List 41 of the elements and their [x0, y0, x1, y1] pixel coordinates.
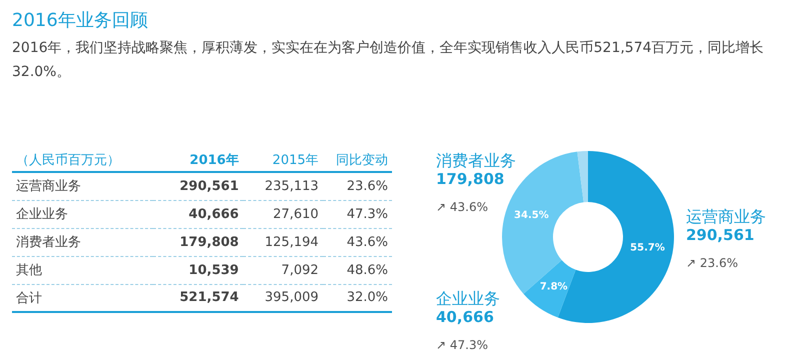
text: 合计 [15, 290, 43, 308]
text: 395,009 [264, 289, 320, 308]
text: 48.6% [346, 262, 389, 280]
donut-slice [523, 260, 576, 318]
text: 企业业务 [15, 206, 69, 224]
text: 2015年 [271, 152, 320, 170]
text: 其他 [15, 262, 43, 280]
text: 2016年业务回顾 [12, 9, 148, 32]
text: 7,092 [280, 262, 320, 280]
text: 235,113 [264, 178, 320, 196]
text: 125,194 [264, 234, 320, 252]
text: 43.6% [346, 234, 389, 252]
text: 27,610 [272, 206, 320, 224]
text: 179,808 [178, 234, 240, 252]
text: 40,666 [436, 308, 495, 326]
donut-slice [577, 151, 588, 202]
donut-slice [502, 152, 584, 294]
text: 2016年，我们坚持战略聚焦，厚积薄发，实实在在为客户创造价值，全年实现销售收入人民币521,574百万元，同比增长32.0%。 [12, 39, 765, 82]
text: ↗ 23.6% [686, 255, 739, 272]
text: ↗ 47.3% [436, 337, 489, 354]
text: （人民币百万元） [15, 152, 121, 170]
slice-label: 企业业务 [436, 289, 500, 308]
text: 290,561 [686, 226, 756, 244]
text: 521,574 [178, 289, 240, 308]
text: 23.6% [346, 178, 389, 196]
data-label: 55.7% [630, 242, 665, 254]
text: 2016年 [188, 152, 240, 170]
text: 47.3% [346, 206, 389, 224]
slice-label: 运营商业务 [686, 207, 766, 226]
text: 32.0% [346, 289, 389, 308]
text: 同比变动 [335, 152, 389, 170]
text: 运营商业务 [15, 178, 82, 196]
text: 290,561 [178, 178, 240, 196]
slice-label: 消费者业务 [436, 151, 516, 170]
data-label: 7.8% [540, 281, 568, 292]
text: 消费者业务 [15, 234, 82, 252]
data-label: 34.5% [514, 210, 549, 222]
text: 10,539 [188, 262, 240, 280]
text: 179,808 [436, 170, 506, 188]
text: ↗ 43.6% [436, 199, 489, 216]
text: 40,666 [188, 206, 240, 224]
